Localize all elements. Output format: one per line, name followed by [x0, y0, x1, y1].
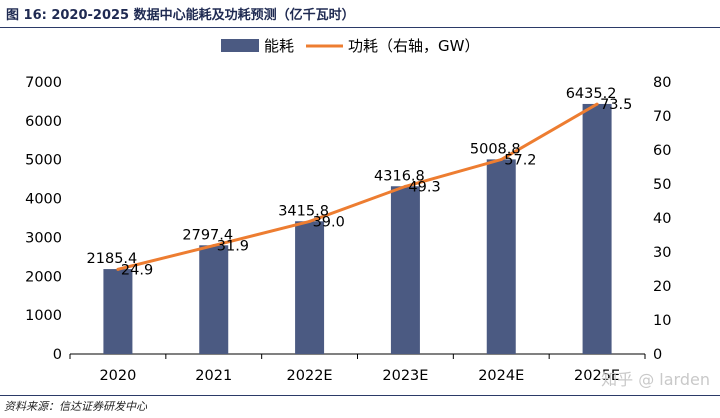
power-line — [117, 102, 598, 271]
bar-data-label: 4316.8 — [374, 168, 425, 184]
y-right-tick-label: 80 — [653, 75, 671, 91]
bar-data-label: 2797.4 — [182, 227, 233, 243]
bar — [486, 159, 516, 354]
title-bar: 图 16: 2020-2025 数据中心能耗及功耗预测（亿千瓦时） — [0, 0, 720, 28]
x-tick-label: 2021 — [195, 368, 232, 384]
bar-data-label: 2185.4 — [87, 251, 138, 267]
bar-data-label: 6435.2 — [566, 86, 617, 102]
bar — [199, 245, 229, 354]
line-point — [499, 158, 503, 162]
x-tick-label: 2023E — [382, 368, 428, 384]
legend-bar-label: 能耗 — [264, 37, 294, 55]
source-note: 资料来源：信达证券研发中心 — [4, 400, 147, 413]
y-right-tick-label: 30 — [653, 245, 671, 261]
legend-line-label: 功耗（右轴，GW） — [348, 37, 479, 55]
line-data-label: 24.9 — [121, 262, 153, 278]
bar-data-label: 3415.8 — [278, 203, 329, 219]
y-right-tick-label: 40 — [653, 211, 671, 227]
x-tick-label: 2024E — [478, 368, 524, 384]
y-left-tick-label: 3000 — [25, 230, 62, 246]
bar — [582, 103, 612, 354]
line-data-label: 39.0 — [313, 214, 345, 230]
y-left-tick-label: 5000 — [25, 153, 62, 169]
y-right-tick-label: 20 — [653, 279, 671, 295]
figure-title: 图 16: 2020-2025 数据中心能耗及功耗预测（亿千瓦时） — [6, 8, 355, 23]
y-right-tick-label: 0 — [653, 347, 662, 363]
line-point — [212, 244, 216, 248]
chart: 0 1000 2000 3000 4000 5000 6000 7000 0 10 20 30 40 50… — [25, 37, 671, 384]
y-left-tick-label: 7000 — [25, 75, 62, 91]
y-left-tick-label: 4000 — [25, 192, 62, 208]
bar-data-label: 5008.8 — [470, 141, 521, 157]
line-data-label: 31.9 — [217, 239, 249, 255]
y-left-tick-label: 6000 — [25, 114, 62, 130]
line-data-label: 49.3 — [408, 179, 440, 195]
line-point — [403, 184, 407, 188]
line-data-label: 57.2 — [504, 153, 536, 169]
y-right-tick-label: 60 — [653, 143, 671, 159]
line-data-label: 73.5 — [600, 97, 632, 113]
x-tick-label: 2025E — [574, 368, 620, 384]
y-left-tick-label: 0 — [53, 347, 62, 363]
bar — [103, 269, 133, 354]
bottom-divider — [0, 395, 720, 396]
y-right-tick-label: 10 — [653, 313, 671, 329]
x-tick-label: 2020 — [99, 368, 136, 384]
watermark: 知乎 @ larden — [601, 370, 710, 389]
line-point — [308, 219, 312, 223]
line-point — [116, 267, 120, 271]
bar — [390, 186, 420, 354]
y-left-tick-label: 1000 — [25, 308, 62, 324]
line-point — [595, 102, 599, 106]
bar — [295, 221, 325, 354]
x-tick-label: 2022E — [287, 368, 333, 384]
y-right-tick-label: 50 — [653, 177, 671, 193]
y-right-tick-label: 70 — [653, 109, 671, 125]
y-left-tick-label: 2000 — [25, 269, 62, 285]
legend-bar-swatch — [221, 39, 259, 52]
